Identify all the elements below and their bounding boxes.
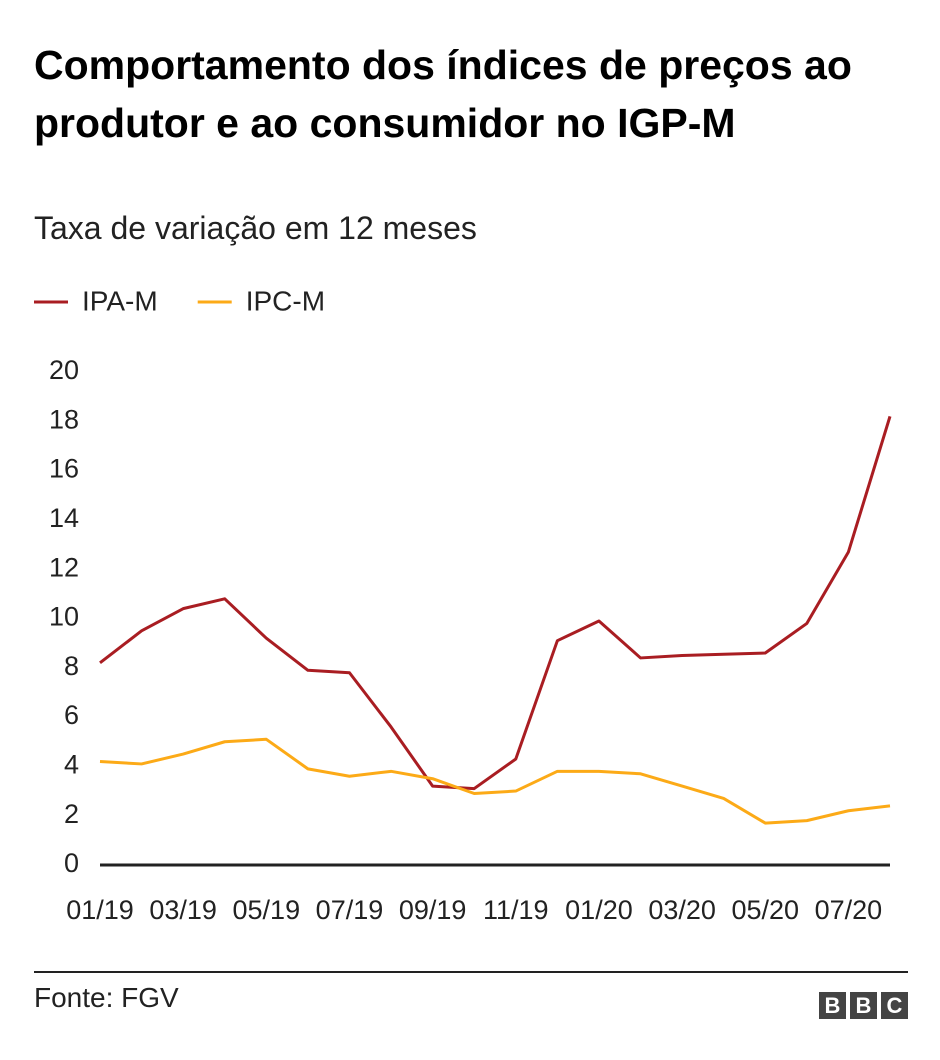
x-tick-label: 01/19	[66, 895, 134, 925]
y-tick-label: 10	[49, 602, 79, 632]
y-tick-label: 14	[49, 503, 79, 533]
footer-rule	[34, 971, 908, 973]
x-tick-label: 09/19	[399, 895, 467, 925]
chart: IPA-M IPC-M 0 2 4 6 8 10 12 14 16 18 20 01/19 03/19 05/…	[34, 285, 892, 925]
legend-label: IPA-M	[82, 285, 158, 316]
y-tick-label: 0	[64, 848, 79, 878]
x-tick-label: 01/20	[565, 895, 633, 925]
chart-subtitle: Taxa de variação em 12 meses	[34, 210, 477, 246]
logo-letter: B	[819, 992, 846, 1019]
x-tick-label: 03/20	[648, 895, 716, 925]
chart-title: Comportamento dos índices de preços ao p…	[34, 42, 852, 146]
y-tick-label: 2	[64, 799, 79, 829]
x-tick-label: 05/20	[731, 895, 799, 925]
x-tick-label: 07/20	[815, 895, 883, 925]
series-line	[99, 737, 891, 825]
x-tick-label: 07/19	[316, 895, 384, 925]
y-tick-label: 6	[64, 700, 79, 730]
x-tick-label: 05/19	[233, 895, 301, 925]
legend-label: IPC-M	[246, 285, 325, 316]
y-tick-label: 20	[49, 355, 79, 385]
y-tick-label: 12	[49, 552, 79, 582]
y-tick-label: 18	[49, 404, 79, 434]
y-tick-label: 4	[64, 750, 79, 780]
source: Fonte: FGV	[34, 982, 179, 1013]
logo-letter: C	[881, 992, 908, 1019]
y-tick-label: 8	[64, 651, 79, 681]
y-tick-label: 16	[49, 454, 79, 484]
x-tick-label: 11/19	[483, 895, 549, 925]
series-line	[99, 415, 892, 791]
logo-letter: B	[850, 992, 877, 1019]
x-tick-label: 03/19	[149, 895, 217, 925]
